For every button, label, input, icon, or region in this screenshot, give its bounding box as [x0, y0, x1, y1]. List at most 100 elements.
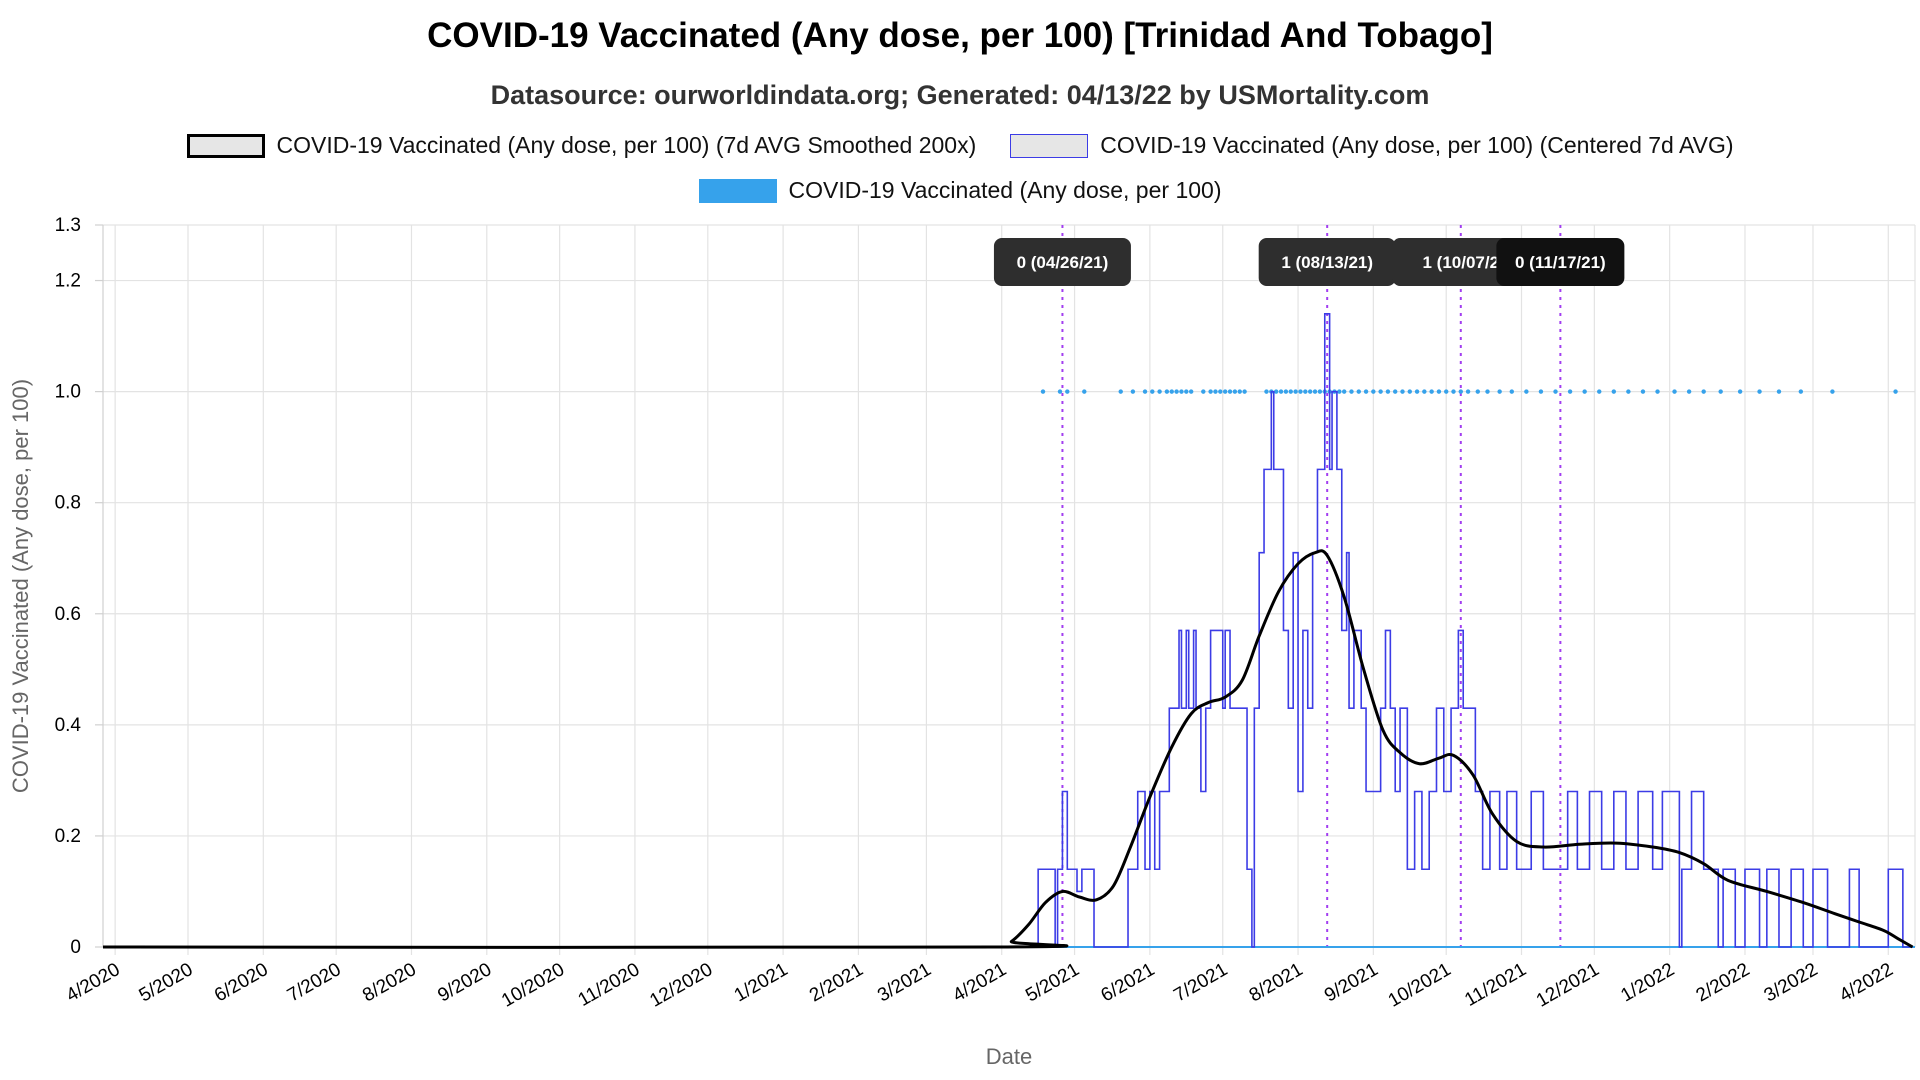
series-raw-point [1798, 389, 1804, 394]
series-raw-point [1830, 389, 1835, 394]
y-tick-label: 1.0 [55, 382, 81, 403]
series-raw-point [1118, 389, 1123, 394]
y-axis-title: COVID-19 Vaccinated (Any dose, per 100) [8, 379, 33, 793]
legend-item-centered[interactable]: COVID-19 Vaccinated (Any dose, per 100) … [1010, 132, 1734, 159]
chart-subtitle: Datasource: ourworldindata.org; Generate… [490, 80, 1430, 110]
y-tick-label: 0.8 [55, 493, 81, 514]
series-raw-point [1184, 389, 1189, 394]
x-tick-label: 10/2021 [1385, 959, 1455, 1012]
series-raw-point [1201, 389, 1206, 394]
x-tick-label: 4/2020 [63, 959, 124, 1006]
x-tick-label: 1/2022 [1617, 959, 1678, 1006]
x-axis-title: Date [986, 1044, 1032, 1069]
series-raw-point [1298, 389, 1303, 394]
series-raw-point [1232, 389, 1238, 394]
series-raw-point [1293, 389, 1298, 394]
series-raw-point [1174, 389, 1179, 394]
x-tick-label: 5/2021 [1022, 959, 1083, 1006]
x-tick-label: 4/2022 [1836, 959, 1897, 1006]
series-raw-point [1312, 389, 1318, 394]
series-raw-point [1150, 389, 1155, 394]
series-raw-point [1776, 389, 1782, 394]
annotation-label: 0 (11/17/21) [1515, 253, 1606, 272]
series-raw-point [1130, 389, 1136, 394]
series-raw-point [1378, 389, 1383, 394]
series-raw-points [103, 389, 1915, 948]
x-tick-label: 7/2020 [284, 959, 345, 1006]
series-raw-point [1485, 389, 1490, 394]
series-raw-point [1451, 389, 1456, 394]
series-raw-point [1509, 389, 1514, 394]
series-raw-point [1264, 389, 1269, 394]
y-tick-label: 1.3 [55, 215, 81, 236]
series-raw-point [1356, 389, 1361, 394]
series-centered-path [103, 313, 1913, 948]
legend-item-smoothed[interactable]: COVID-19 Vaccinated (Any dose, per 100) … [186, 132, 977, 159]
series-raw-point [1283, 389, 1289, 394]
series-raw-point [1179, 389, 1184, 394]
series-raw-point [1497, 389, 1502, 394]
series-raw-point [1164, 389, 1170, 394]
annotation-lines [1061, 225, 1562, 947]
series-raw-point [1341, 389, 1347, 394]
series-raw-point [1317, 389, 1323, 394]
series-raw-point [1400, 389, 1405, 394]
series-raw-point [1475, 389, 1480, 394]
series-raw-point [1082, 389, 1087, 394]
x-tick-label: 3/2021 [874, 959, 935, 1006]
series-raw-point [1213, 389, 1218, 394]
series-raw-point [1414, 389, 1420, 394]
x-tick-label: 5/2020 [136, 959, 197, 1006]
series-raw-point [1597, 389, 1602, 394]
y-tick-label: 0.2 [55, 826, 81, 847]
series-raw-point [1538, 389, 1544, 394]
x-tick-label: 2/2021 [806, 959, 867, 1006]
x-tick-label: 9/2021 [1321, 959, 1382, 1006]
series-raw-point [1465, 389, 1471, 394]
x-tick-label: 4/2021 [949, 959, 1010, 1006]
series-raw-point [1407, 389, 1412, 394]
series-raw-point [1242, 389, 1247, 394]
series-raw-point [1429, 389, 1434, 394]
series-raw-point [1307, 389, 1313, 394]
series-raw-point [1436, 389, 1442, 394]
series-smoothed-path [102, 549, 1914, 949]
series-raw-point [1444, 389, 1449, 394]
x-axis-ticks: 4/2020 5/2020 6/2020 7/2020 8/2020 9/2020 10/2… [63, 959, 1897, 1012]
chart-title: COVID-19 Vaccinated (Any dose, per 100) … [427, 16, 1493, 55]
series-raw-point [1582, 389, 1587, 394]
annotation-box: 1 (10/07/2 [1392, 238, 1530, 286]
series-raw-point [1237, 389, 1242, 394]
series-raw-point [1737, 389, 1743, 394]
x-tick-label: 10/2020 [498, 959, 568, 1012]
grid-lines [95, 224, 1916, 955]
series-raw-point [1757, 389, 1762, 394]
series-raw-point [1363, 389, 1369, 394]
series-raw-point [1893, 389, 1898, 394]
legend-row-2: COVID-19 Vaccinated (Any dose, per 100) [0, 177, 1920, 204]
series-raw-point [1701, 389, 1706, 394]
legend-swatch-smoothed [186, 133, 265, 158]
x-tick-label: 7/2021 [1170, 959, 1231, 1006]
legend-label-raw: COVID-19 Vaccinated (Any dose, per 100) [788, 177, 1222, 203]
x-tick-label: 12/2021 [1533, 959, 1603, 1012]
y-axis-ticks: 0 0.2 0.4 0.6 0.8 1.0 1.2 1.3 [55, 215, 82, 958]
series-raw-point [1288, 389, 1293, 394]
y-tick-label: 0.6 [55, 604, 81, 625]
annotation-box: 0 (04/26/21) [993, 238, 1131, 286]
series-raw-point [1672, 389, 1677, 394]
series-raw-point [1371, 389, 1376, 394]
legend-label-smoothed: COVID-19 Vaccinated (Any dose, per 100) … [276, 132, 977, 158]
x-tick-label: 2/2022 [1693, 959, 1754, 1006]
series-raw-point [1188, 389, 1194, 394]
x-tick-label: 6/2021 [1098, 959, 1159, 1006]
series-raw-point [1040, 389, 1046, 394]
series-raw-point [1611, 389, 1617, 394]
x-tick-label: 3/2022 [1761, 959, 1822, 1006]
y-tick-label: 0 [70, 937, 81, 958]
legend-row-1: COVID-19 Vaccinated (Any dose, per 100) … [0, 132, 1920, 159]
legend-item-raw[interactable]: COVID-19 Vaccinated (Any dose, per 100) [698, 177, 1222, 204]
series-raw-point [1655, 389, 1660, 394]
series-raw-point [1640, 389, 1646, 394]
